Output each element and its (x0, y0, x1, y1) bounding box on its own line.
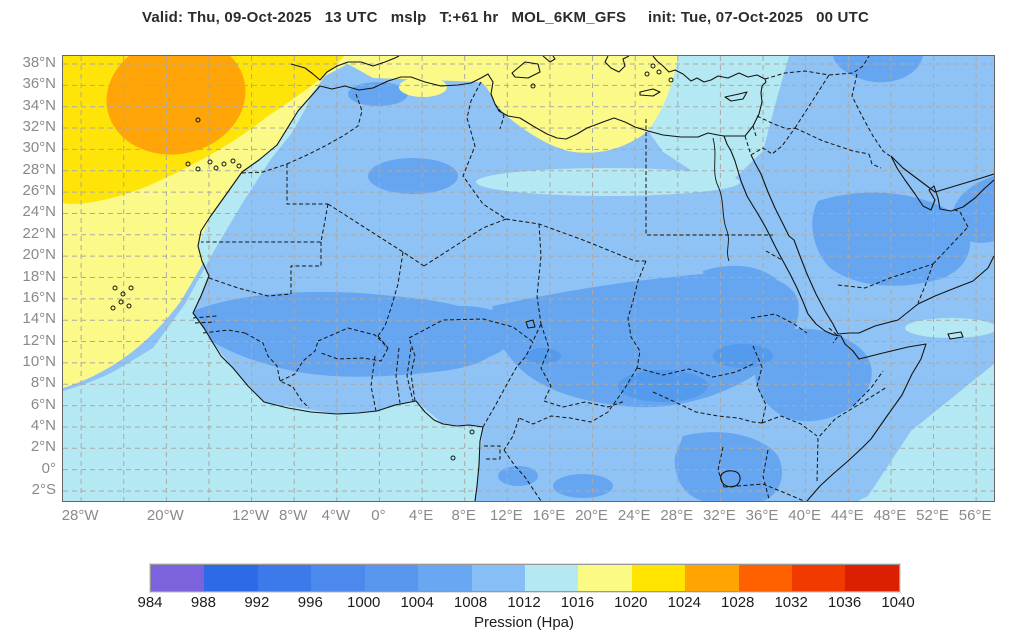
lon-tick-label: 36°E (745, 507, 779, 524)
lon-tick-label: 24°E (617, 507, 651, 524)
map-frame (62, 55, 995, 502)
lat-tick-label: 6°N (30, 395, 56, 413)
island-dots (110, 63, 674, 461)
graticule-gridlines (63, 56, 994, 501)
lat-tick-label: 14°N (22, 310, 56, 328)
lat-tick-label: 30°N (22, 139, 56, 157)
colorbar-title: Pression (Hpa) (473, 614, 575, 631)
pressure-fill-orange-high (106, 56, 246, 155)
colorbar-tick: 1016 (560, 594, 595, 611)
colorbar-tick: 1036 (827, 594, 862, 611)
colorbar-tick: 1008 (453, 594, 488, 611)
colorbar-tick: 1032 (774, 594, 808, 611)
colorbar-segment (257, 565, 312, 591)
lon-tick-label: 16°E (532, 507, 566, 524)
lat-tick-label: 20°N (22, 246, 56, 264)
lat-tick-label: 38°N (22, 54, 56, 71)
colorbar-tick: 1020 (614, 594, 648, 611)
lat-tick-label: 28°N (22, 160, 56, 178)
colorbar-tick: 1000 (347, 594, 381, 611)
lat-tick-label: 10°N (22, 352, 56, 370)
pressure-fill-dark (525, 344, 773, 402)
colorbar-tick: 1040 (881, 594, 915, 611)
lat-tick-label: 2°N (30, 438, 56, 456)
lat-tick-label: 18°N (22, 267, 56, 285)
lat-tick-label: 8°N (30, 374, 56, 392)
colorbar-tick: 992 (244, 594, 270, 611)
lon-tick-label: 12°W (232, 507, 269, 524)
lat-tick-label: 26°N (22, 182, 56, 200)
colorbar-tick: 996 (297, 594, 323, 611)
lat-tick-label: 34°N (22, 96, 56, 114)
lon-tick-label: 20°W (146, 507, 184, 524)
lon-tick-label: 12°E (489, 507, 523, 524)
colorbar-segment (418, 565, 472, 591)
colorbar-tick: 988 (190, 594, 216, 611)
country-borders (192, 56, 969, 501)
lon-tick-label: 44°E (830, 507, 864, 524)
lon-tick-label: 28°W (61, 507, 99, 524)
lon-tick-label: 56°E (958, 507, 992, 524)
lon-tick-label: 8°W (278, 507, 308, 524)
lon-tick-label: 8°E (451, 507, 476, 524)
lat-tick-label: 16°N (22, 288, 56, 306)
lon-tick-label: 0° (371, 507, 386, 524)
colorbar-segment (738, 565, 793, 591)
lat-tick-label: 12°N (22, 331, 56, 349)
colorbar-segment (845, 565, 899, 591)
colorbar-segment (471, 565, 525, 591)
lon-tick-label: 20°E (575, 507, 608, 524)
colorbar-segment (524, 565, 579, 591)
colorbar-tick: 1028 (721, 594, 755, 611)
lon-tick-label: 40°E (788, 507, 821, 524)
colorbar-segment (578, 565, 632, 591)
lat-tick-label: 22°N (22, 224, 56, 242)
colorbar-tick: 1004 (400, 594, 434, 611)
pressure-fill-atlantic-cyan (63, 86, 483, 501)
colorbar-segment (685, 565, 739, 591)
lat-tick-label: 2°S (31, 481, 56, 498)
lat-tick-label: 32°N (22, 118, 56, 136)
map-title: Valid: Thu, 09-Oct-2025 13 UTC mslp T:+6… (142, 9, 869, 26)
colorbar-segment (204, 565, 258, 591)
colorbar-tick: 984 (137, 594, 163, 611)
lon-tick-label: 48°E (873, 507, 907, 524)
lon-tick-label: 52°E (916, 507, 949, 524)
lat-tick-label: 36°N (22, 75, 56, 93)
lon-tick-label: 32°E (703, 507, 736, 524)
pressure-fill-medium (191, 56, 994, 501)
colorbar-segment (631, 565, 686, 591)
colorbar-tick: 1024 (667, 594, 701, 611)
pressure-map-canvas (63, 56, 994, 501)
lon-tick-label: 4°E (408, 507, 434, 524)
colorbar-segment (364, 565, 419, 591)
pressure-colorbar (150, 564, 900, 592)
colorbar-tick: 1012 (507, 594, 541, 611)
colorbar-segment (151, 565, 205, 591)
colorbar-segment (792, 565, 846, 591)
lat-tick-label: 24°N (22, 203, 56, 221)
nile-river (712, 137, 730, 262)
lat-tick-label: 0° (41, 459, 56, 477)
lon-tick-label: 4°W (321, 507, 351, 524)
lat-tick-label: 4°N (30, 416, 56, 434)
lon-tick-label: 28°E (660, 507, 694, 524)
colorbar-segment (311, 565, 365, 591)
